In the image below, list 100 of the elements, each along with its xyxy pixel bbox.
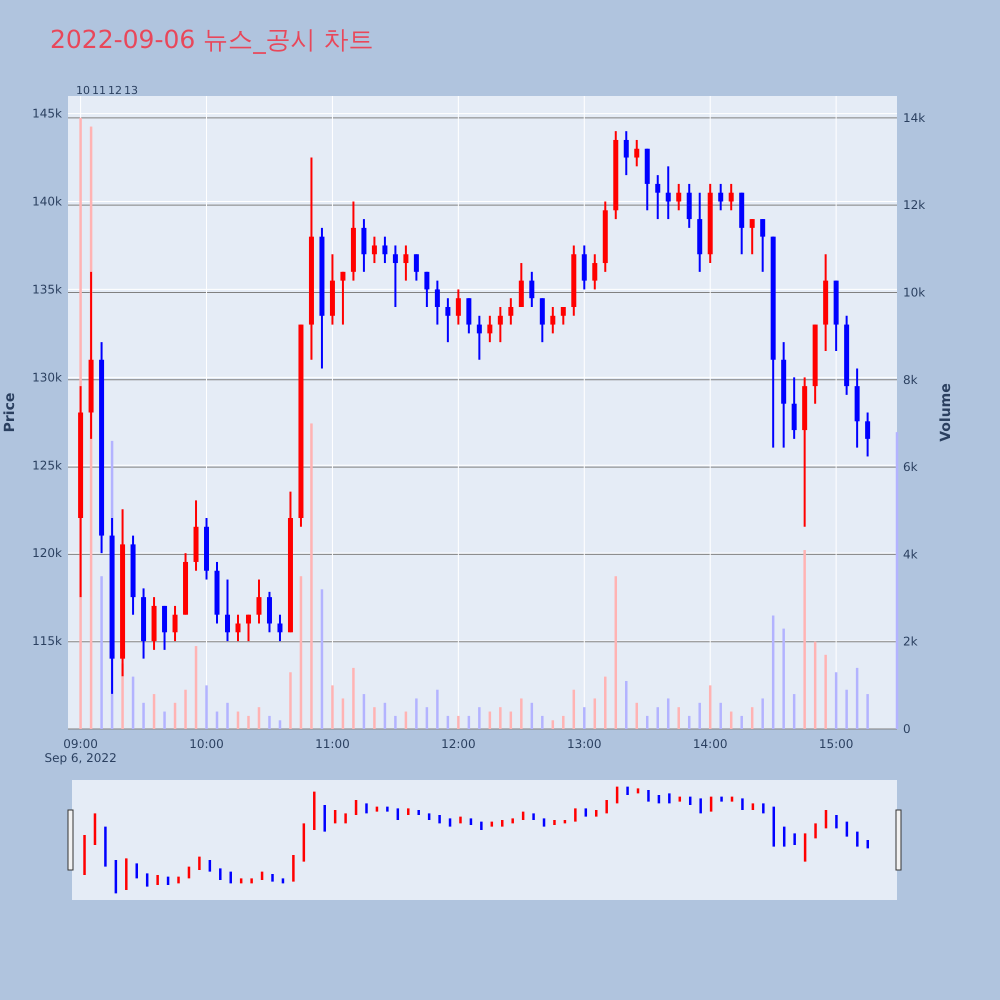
candlestick xyxy=(476,314,482,361)
bar xyxy=(750,707,754,729)
bar xyxy=(194,646,198,729)
candlestick xyxy=(508,297,514,326)
bar xyxy=(541,716,544,729)
candlestick xyxy=(676,182,682,212)
bar xyxy=(426,707,428,729)
bar xyxy=(552,720,554,729)
bar xyxy=(478,707,481,729)
bar xyxy=(278,720,282,729)
bar xyxy=(342,698,344,729)
bar xyxy=(268,716,271,729)
y-tick-label: 115k xyxy=(32,634,62,648)
y-tick-label: 145k xyxy=(32,106,62,121)
candlestick xyxy=(760,218,766,273)
bar xyxy=(782,628,785,729)
candlestick xyxy=(403,244,408,282)
candlestick xyxy=(498,306,503,344)
bar xyxy=(331,685,334,729)
y-tick-label: 120k xyxy=(32,546,62,560)
bar xyxy=(656,707,659,729)
candlestick xyxy=(718,182,724,212)
candlestick xyxy=(225,578,230,642)
bar xyxy=(352,668,355,729)
y2-tick-label: 2k xyxy=(903,634,918,649)
bar xyxy=(205,685,208,729)
bar xyxy=(625,680,628,729)
x-tick-label: 12:00 xyxy=(441,737,476,751)
bar xyxy=(845,690,848,729)
y2-tick-label: 0 xyxy=(903,722,911,736)
bar xyxy=(520,698,523,729)
bar xyxy=(258,707,260,729)
bar xyxy=(510,712,512,729)
y2-tick-label: 10k xyxy=(903,285,926,300)
candlestick xyxy=(235,614,240,642)
y2-tick-label: 14k xyxy=(903,110,926,125)
bar xyxy=(373,707,376,729)
bar xyxy=(236,712,240,729)
y2-axis-title: Volume xyxy=(938,383,954,442)
annotation: 11 xyxy=(92,84,106,97)
x-tick-label: 15:00 xyxy=(818,737,854,751)
y2-tick-label: 12k xyxy=(903,198,926,212)
bar xyxy=(415,698,418,729)
bar xyxy=(761,698,764,729)
candlestick xyxy=(750,218,755,256)
annotation: 13 xyxy=(124,84,138,97)
bar xyxy=(562,716,565,729)
x-tick-label: 11:00 xyxy=(315,737,350,751)
bar xyxy=(772,615,774,729)
bar xyxy=(896,432,898,729)
candlestick xyxy=(424,270,430,308)
candlestick xyxy=(728,182,734,212)
x-tick-label: 10:00 xyxy=(189,737,224,751)
bar xyxy=(646,716,648,729)
bar xyxy=(394,716,397,729)
bar xyxy=(719,702,722,729)
bar xyxy=(384,702,386,729)
x-tick-label: 09:00 Sep 6, 2022 xyxy=(44,737,117,765)
candlestick xyxy=(277,614,282,642)
bar xyxy=(247,716,250,729)
bar xyxy=(436,690,439,729)
bar xyxy=(666,698,670,729)
bar xyxy=(362,694,366,729)
bar xyxy=(824,654,827,729)
candlestick xyxy=(655,174,660,220)
bar xyxy=(499,707,502,729)
bar xyxy=(226,702,229,729)
bar xyxy=(688,716,690,729)
annotation: 10 xyxy=(76,84,90,97)
bar xyxy=(708,685,712,729)
bar xyxy=(100,576,103,729)
bar xyxy=(142,702,145,729)
bar xyxy=(636,702,638,729)
bar xyxy=(803,550,806,729)
bar xyxy=(446,716,450,729)
candlestick xyxy=(392,244,398,308)
bar xyxy=(310,423,313,729)
bar xyxy=(404,712,408,729)
candlestick xyxy=(634,138,640,168)
bar xyxy=(740,716,743,729)
bar xyxy=(468,716,470,729)
candlestick xyxy=(382,236,388,264)
bar xyxy=(572,690,576,729)
bar xyxy=(132,676,134,729)
candlestick xyxy=(414,253,419,282)
bar xyxy=(289,672,292,729)
candlestick xyxy=(372,236,377,264)
y2-tick-label: 6k xyxy=(903,460,918,474)
bar xyxy=(163,712,166,729)
candlestick xyxy=(624,130,629,176)
bar xyxy=(698,702,701,729)
y-tick-label: 135k xyxy=(32,282,62,296)
candlestick xyxy=(529,270,534,308)
bar xyxy=(834,672,838,729)
y-axis-title: Price xyxy=(2,392,18,432)
bar xyxy=(488,712,492,729)
y-tick-label: 125k xyxy=(32,458,62,472)
candlestick xyxy=(487,314,492,344)
bar xyxy=(216,712,218,729)
candlestick xyxy=(550,306,556,334)
